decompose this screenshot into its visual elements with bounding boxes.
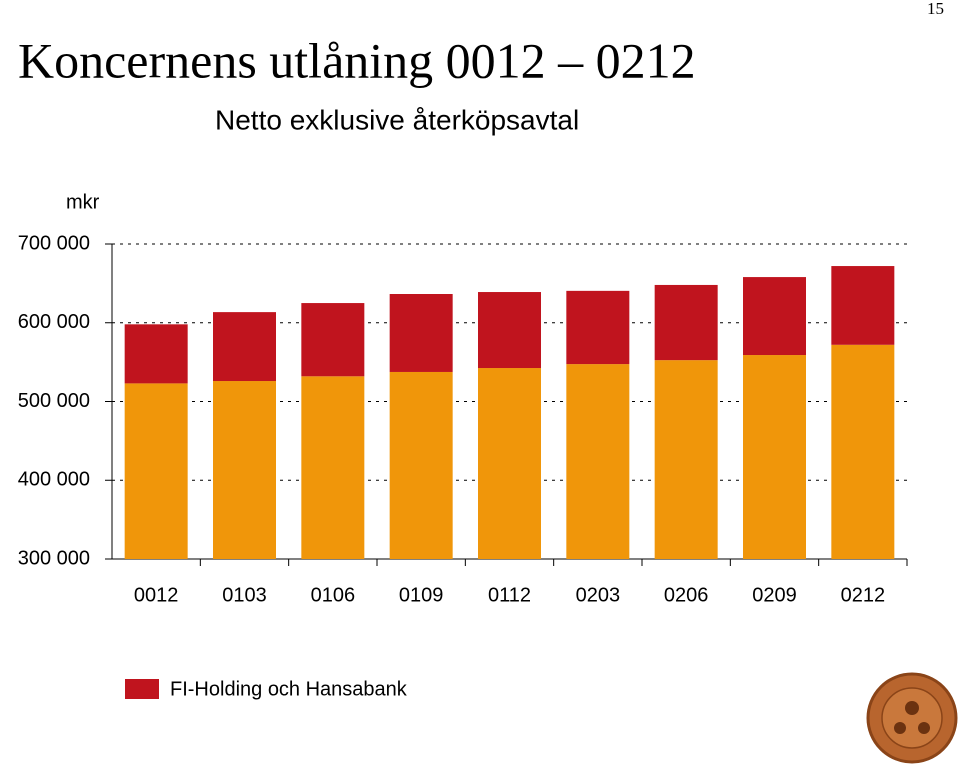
bar-segment (654, 284, 718, 361)
bar-segment (389, 371, 453, 559)
chart-title: Koncernens utlåning 0012 – 0212 (18, 32, 696, 88)
chart-subtitle: Netto exklusive återköpsavtal (215, 104, 579, 135)
bar-segment (654, 360, 718, 559)
x-tick-label: 0112 (488, 584, 531, 606)
y-tick-label: 500 000 (18, 390, 90, 412)
legend-swatch (125, 679, 159, 699)
bar-segment (743, 355, 806, 559)
bar-segment (478, 368, 541, 559)
x-tick-label: 0109 (399, 584, 444, 606)
page-number: 15 (927, 0, 944, 18)
bar-segment (124, 383, 188, 559)
bar-segment (301, 376, 365, 559)
y-tick-label: 700 000 (18, 232, 90, 254)
legend-label: FI-Holding och Hansabank (170, 678, 408, 700)
y-tick-label: 300 000 (18, 547, 90, 569)
x-tick-label: 0212 (841, 584, 886, 606)
bar-segment (566, 290, 630, 365)
x-tick-label: 0209 (752, 584, 797, 606)
bar-segment (743, 277, 806, 356)
x-tick-label: 0106 (311, 584, 356, 606)
bar-segment (478, 292, 541, 369)
bar-segment (213, 312, 276, 382)
seal (866, 672, 958, 764)
y-tick-label: 600 000 (18, 311, 90, 333)
x-tick-label: 0103 (222, 584, 267, 606)
y-tick-label: 400 000 (18, 469, 90, 491)
bar-segment (213, 381, 276, 559)
bar-segment (389, 294, 453, 372)
x-tick-label: 0203 (576, 584, 621, 606)
y-axis-label: mkr (66, 191, 100, 213)
bar-segment (831, 344, 895, 559)
bar-segment (301, 303, 365, 377)
bar-segment (124, 324, 188, 384)
bar-segment (566, 364, 630, 559)
x-tick-label: 0206 (664, 584, 709, 606)
bar-segment (831, 266, 895, 345)
x-tick-label: 0012 (134, 584, 179, 606)
